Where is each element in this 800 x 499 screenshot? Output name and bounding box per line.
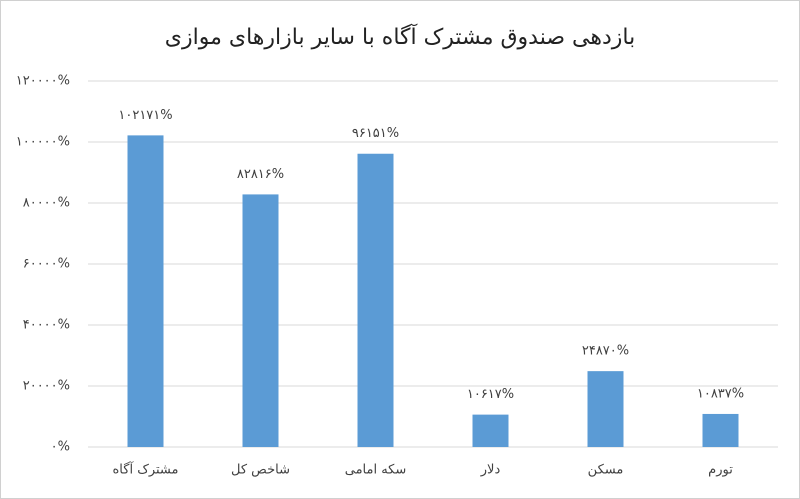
x-tick-label: دلار bbox=[480, 463, 501, 478]
bar bbox=[127, 135, 164, 447]
bar bbox=[702, 413, 739, 447]
x-tick-label: سکه امامی bbox=[345, 463, 407, 478]
y-tick-label: ۱۲۰۰۰۰% bbox=[16, 74, 70, 89]
y-tick-label: ۸۰۰۰۰% bbox=[23, 196, 70, 211]
bar bbox=[472, 414, 509, 447]
x-tick-label: مسکن bbox=[588, 463, 624, 478]
data-label: ۹۶۱۵۱% bbox=[352, 126, 399, 141]
y-tick-label: ۲۰۰۰۰% bbox=[23, 379, 70, 394]
y-tick-label: ۴۰۰۰۰% bbox=[23, 318, 70, 333]
y-tick-label: ۱۰۰۰۰۰% bbox=[16, 135, 70, 150]
chart-title: بازدهی صندوق مشترک آگاه با سایر بازارهای… bbox=[165, 23, 635, 50]
x-tick-label: تورم bbox=[708, 463, 733, 478]
x-tick-label: مشترک آگاه bbox=[113, 461, 179, 478]
bar bbox=[357, 153, 394, 448]
data-label: ۲۴۸۷۰% bbox=[582, 344, 629, 359]
data-label: ۱۰۶۱۷% bbox=[467, 387, 514, 402]
data-label: ۱۰۲۱۷۱% bbox=[118, 108, 172, 123]
y-tick-label: ۶۰۰۰۰% bbox=[23, 257, 70, 272]
y-tick-label: ۰% bbox=[51, 440, 70, 455]
data-label: ۸۲۸۱۶% bbox=[237, 167, 284, 182]
x-tick-label: شاخص کل bbox=[231, 463, 290, 478]
bar bbox=[587, 371, 624, 447]
bar bbox=[242, 194, 279, 447]
data-label: ۱۰۸۳۷% bbox=[697, 386, 744, 401]
